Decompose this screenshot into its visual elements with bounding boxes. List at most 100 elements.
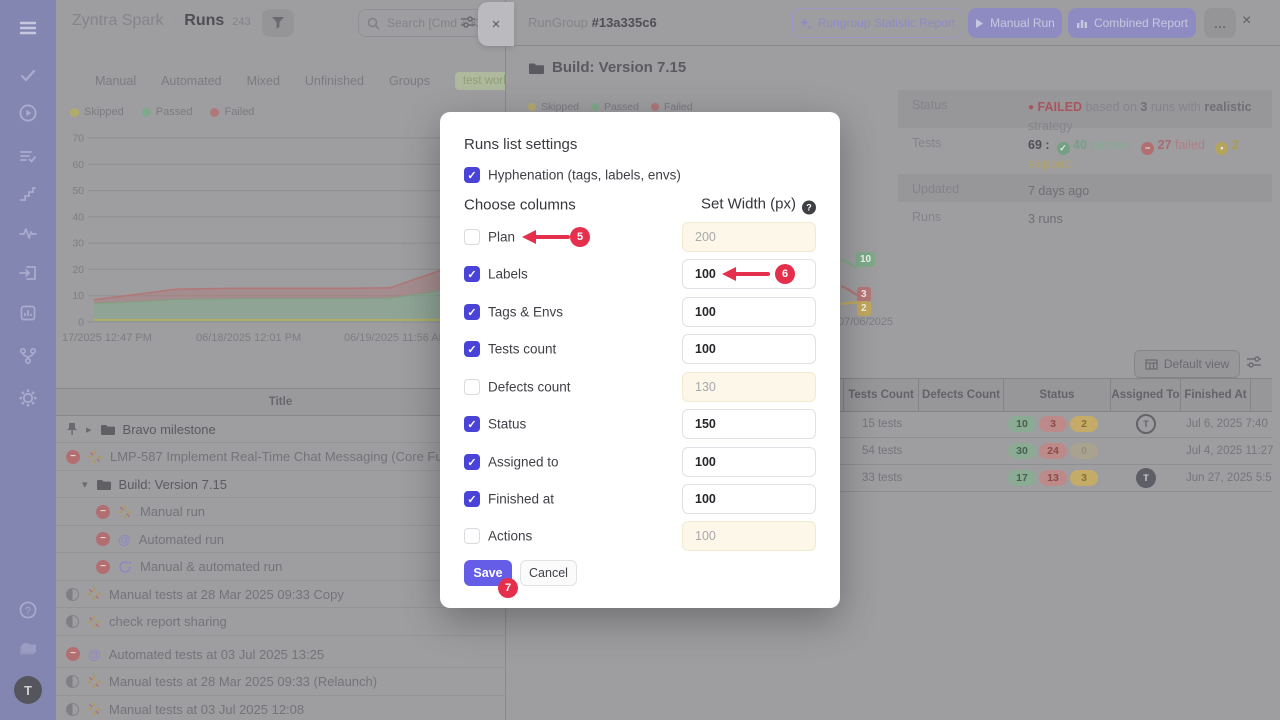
funnel-icon [272, 17, 284, 29]
list-item[interactable]: Manual tests at 03 Jul 2025 12:08 [56, 696, 505, 720]
list-item[interactable]: − @ Automated tests at 03 Jul 2025 13:25 [56, 641, 505, 668]
list-item[interactable]: − LMP-587 Implement Real-Time Chat Messa… [56, 444, 505, 471]
tags-envs-width-input[interactable] [682, 297, 816, 327]
finished-at-width-input[interactable] [682, 484, 816, 514]
workspace-avatar[interactable]: T [14, 676, 42, 704]
activity-icon[interactable] [18, 223, 38, 243]
search-icon [367, 17, 379, 30]
table-row[interactable]: 54 tests 30 24 0 Jul 4, 2025 11:27 [820, 437, 1273, 465]
list-item[interactable]: − Manual run [56, 499, 505, 526]
skipped-dot-icon: • [1215, 142, 1229, 156]
hyphenation-checkbox[interactable] [464, 167, 480, 183]
breadcrumb-project[interactable]: Zyntra Spark [72, 12, 164, 29]
plans-icon[interactable] [18, 146, 38, 166]
automated-run-icon: @ [88, 646, 101, 662]
x-tick-2: 06/18/2025 12:01 PM [196, 332, 302, 344]
col-tests-count[interactable]: Tests Count [843, 379, 918, 411]
actions-width-input[interactable] [682, 521, 816, 551]
milestones-icon[interactable] [18, 184, 38, 204]
tab-unfinished[interactable]: Unfinished [304, 74, 364, 88]
table-settings-icon[interactable] [1246, 355, 1262, 374]
rungroup-trend-chart-fragment [841, 258, 858, 306]
tags-envs-checkbox[interactable] [464, 304, 480, 320]
tests-count-width-input[interactable] [682, 334, 816, 364]
finished-at-checkbox[interactable] [464, 491, 480, 507]
reports-icon[interactable] [18, 303, 38, 323]
manual-run-button[interactable]: Manual Run [968, 8, 1062, 38]
in-progress-status-icon [66, 587, 79, 601]
tab-mixed[interactable]: Mixed [246, 74, 280, 88]
assigned-to-width-input[interactable] [682, 447, 816, 477]
chevron-down-icon[interactable]: ▾ [82, 478, 88, 491]
x-tick-3: 06/19/2025 11:56 AM [344, 332, 448, 344]
help-icon[interactable]: ? [18, 600, 38, 620]
branch-icon[interactable] [18, 346, 38, 366]
labels-checkbox[interactable] [464, 266, 480, 282]
list-item[interactable]: ▸ Bravo milestone [56, 416, 505, 443]
column-settings-icon[interactable] [460, 15, 476, 34]
svg-text:40: 40 [72, 211, 84, 223]
menu-icon[interactable] [18, 18, 38, 38]
tab-groups[interactable]: Groups [388, 74, 430, 88]
list-item[interactable]: Manual tests at 28 Mar 2025 09:33 (Relau… [56, 669, 505, 696]
column-row-status: Status [440, 409, 840, 439]
col-status[interactable]: Status [1003, 379, 1110, 411]
settings-gear-icon[interactable] [18, 388, 38, 408]
runs-trend-chart: 0 10 20 30 40 50 60 70 [72, 133, 505, 329]
svg-text:0: 0 [78, 317, 84, 329]
default-view-selector[interactable]: Default view [1134, 350, 1240, 378]
failed-status-icon: − [96, 559, 110, 574]
close-panel-button[interactable]: × [1242, 12, 1252, 29]
filter-button[interactable] [262, 9, 294, 37]
more-actions-button[interactable]: … [1204, 8, 1236, 38]
tests-count-checkbox[interactable] [464, 341, 480, 357]
col-defects-count[interactable]: Defects Count [918, 379, 1003, 411]
defects-count-width-input[interactable] [682, 372, 816, 402]
column-row-plan: Plan [440, 222, 840, 252]
tab-manual[interactable]: Manual [95, 74, 137, 88]
column-row-tags-envs: Tags & Envs [440, 297, 840, 327]
in-progress-status-icon [66, 702, 79, 716]
assigned-to-checkbox[interactable] [464, 454, 480, 470]
list-item[interactable]: Manual tests at 28 Mar 2025 09:33 Copy [56, 581, 505, 608]
build-title: Build: Version 7.15 [528, 59, 686, 76]
runs-icon[interactable] [18, 103, 38, 123]
tab-automated[interactable]: Automated [161, 74, 222, 88]
labels-width-input[interactable] [682, 259, 816, 289]
list-item[interactable]: − @ Automated run [56, 526, 505, 553]
col-finished-at[interactable]: Finished At [1180, 379, 1250, 411]
help-tooltip-icon[interactable]: ? [802, 200, 816, 215]
col-extra [1250, 379, 1272, 411]
table-row[interactable]: 33 tests 17 13 3 T Jun 27, 2025 5:5 [820, 464, 1272, 492]
list-item[interactable]: ▾ Build: Version 7.15 [56, 471, 505, 498]
list-item[interactable]: check report sharing [56, 609, 505, 636]
failed-pill: 13 [1039, 469, 1067, 486]
import-icon[interactable] [18, 263, 38, 283]
svg-text:60: 60 [72, 159, 84, 171]
plan-width-input[interactable] [682, 222, 816, 252]
defects-count-checkbox[interactable] [464, 379, 480, 395]
save-button[interactable]: Save [464, 560, 512, 586]
chevron-right-icon[interactable]: ▸ [86, 423, 92, 436]
popover-close-button[interactable]: × [478, 2, 514, 46]
status-width-input[interactable] [682, 409, 816, 439]
filter-tag[interactable]: test work [454, 72, 505, 90]
col-assigned-to[interactable]: Assigned To [1110, 379, 1180, 411]
passed-pill: 30 [1008, 442, 1036, 459]
table-row[interactable]: 15 tests 10 3 2 T Jul 6, 2025 7:40 [820, 410, 1272, 438]
combined-report-button[interactable]: Combined Report [1068, 8, 1196, 38]
passed-dot [590, 103, 599, 111]
cancel-button[interactable]: Cancel [520, 560, 577, 586]
projects-folder-icon[interactable] [18, 640, 38, 660]
breadcrumb: Zyntra Spark › Runs 243 [72, 12, 251, 30]
svg-text:70: 70 [72, 133, 84, 145]
svg-text:10: 10 [72, 290, 84, 302]
rungroup-statistic-report-button[interactable]: Rungroup Statistic Report [792, 8, 962, 38]
actions-checkbox[interactable] [464, 528, 480, 544]
status-checkbox[interactable] [464, 416, 480, 432]
list-item[interactable]: − Manual & automated run [56, 554, 505, 581]
plan-checkbox[interactable] [464, 229, 480, 245]
final-passed-badge: 10 [856, 252, 876, 267]
tests-icon[interactable] [18, 65, 38, 85]
